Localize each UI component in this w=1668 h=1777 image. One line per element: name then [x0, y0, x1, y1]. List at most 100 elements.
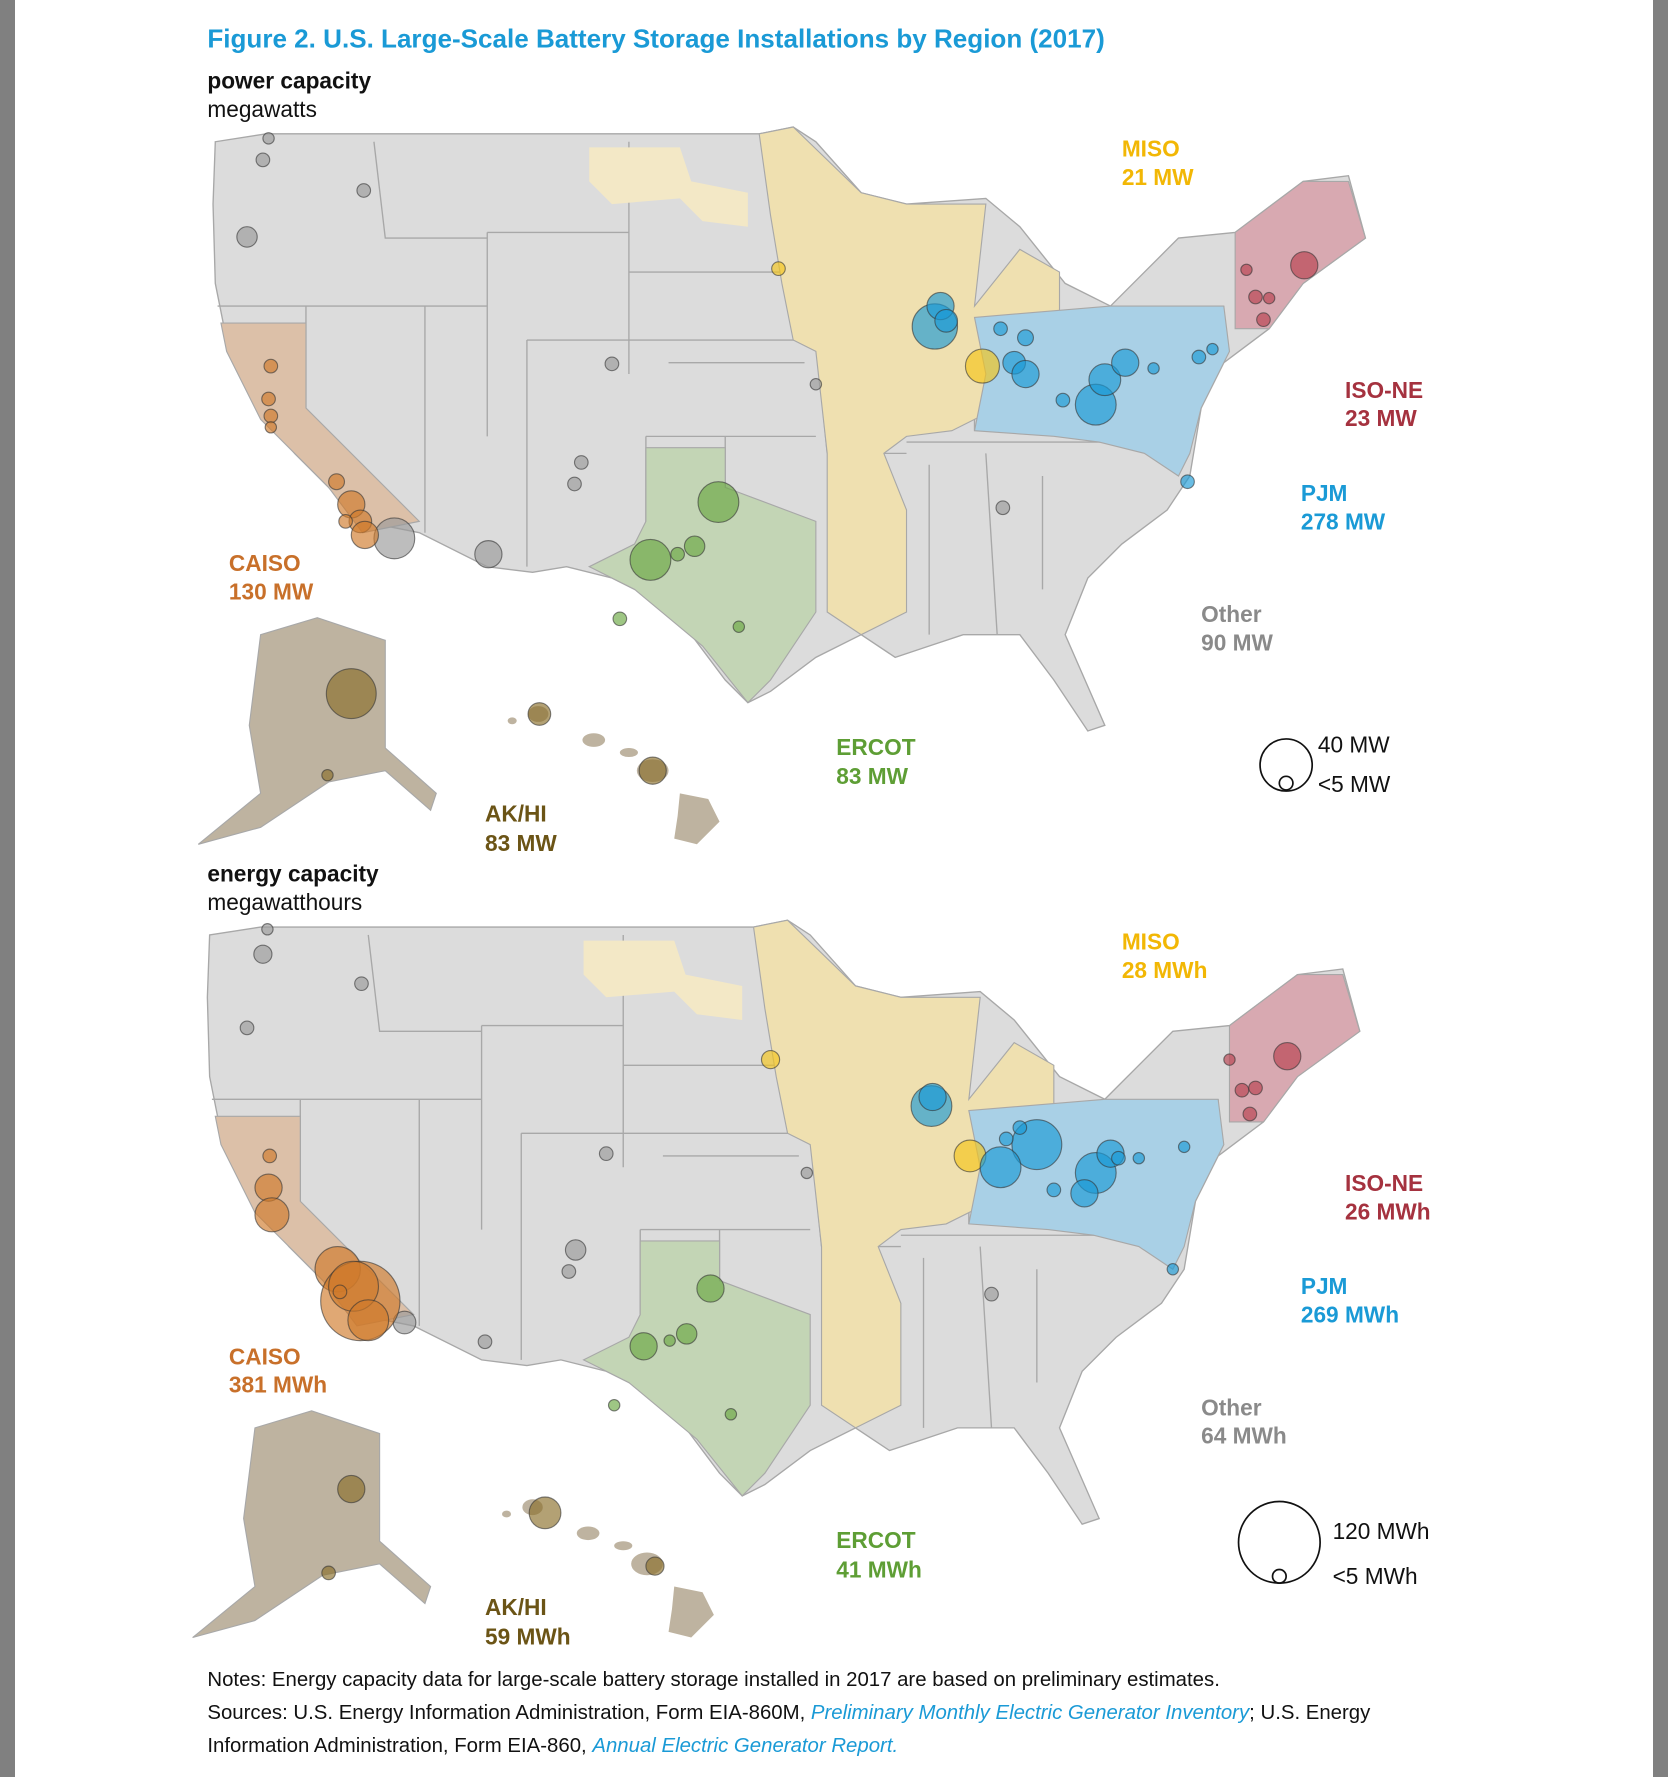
installation-bubble-other [477, 1334, 493, 1350]
source-link-eia-860[interactable]: Annual Electric Generator Report. [591, 1735, 898, 1757]
sources-mid: ; U.S. Energy [1249, 1702, 1371, 1724]
installation-bubble-akhi [337, 1474, 366, 1504]
installation-bubble-other [561, 1264, 577, 1279]
installation-bubble-pjm [1055, 392, 1071, 408]
region-value-caiso: 130 MW [229, 579, 314, 605]
legend-large-label: 40 MW [1318, 732, 1390, 758]
region-value-ercot: 83 MW [836, 763, 908, 789]
installation-bubble-ercot [629, 1332, 658, 1361]
installation-bubble-ercot [607, 1398, 621, 1412]
installation-bubble-other [567, 476, 582, 492]
installation-bubble-ercot [732, 620, 746, 633]
map-heading: power capacity [207, 67, 371, 93]
power-capacity-map: power capacity megawatts MISO 21 MW ISO-… [197, 67, 1423, 856]
installation-bubble-akhi [527, 702, 552, 726]
map-heading: energy capacity [207, 861, 379, 887]
installation-bubble-miso [771, 261, 786, 277]
installation-bubble-caiso [262, 1148, 278, 1164]
installation-bubble-other [604, 356, 620, 372]
installation-bubble-other [984, 1286, 999, 1302]
legend-small-circle [1278, 775, 1294, 791]
installation-bubble-other [239, 1020, 255, 1036]
source-link-eia-860m[interactable]: Preliminary Monthly Electric Generator I… [811, 1702, 1251, 1724]
installation-bubble-pjm [1132, 1151, 1146, 1165]
legend-small-label: <5 MWh [1333, 1563, 1418, 1589]
installation-bubble-akhi [325, 668, 377, 720]
sources-prefix: Sources: U.S. Energy Information Adminis… [207, 1702, 811, 1724]
installation-bubble-pjm [1147, 362, 1160, 375]
installation-bubble-other [598, 1146, 614, 1162]
installation-bubble-iso-ne [1248, 1080, 1263, 1096]
installation-bubble-miso [760, 1049, 781, 1070]
installation-bubble-caiso [261, 391, 276, 407]
region-value-iso-ne: 23 MW [1345, 405, 1417, 431]
installation-bubble-other [262, 132, 275, 145]
installation-bubble-pjm [1166, 1263, 1180, 1276]
installation-bubble-caiso [332, 1284, 348, 1300]
region-value-miso: 28 MWh [1122, 957, 1208, 983]
installation-bubble-caiso [328, 473, 346, 491]
region-label-miso: MISO [1122, 135, 1180, 161]
installation-bubble-pjm [1191, 349, 1207, 365]
installation-bubble-caiso [338, 513, 353, 529]
region-value-akhi: 59 MWh [485, 1623, 571, 1649]
installation-bubble-ercot [670, 546, 685, 562]
map-unit: megawatthours [207, 889, 362, 915]
installation-bubble-ercot [696, 1274, 725, 1303]
region-label-ercot: ERCOT [836, 1527, 915, 1553]
installation-bubble-pjm [934, 308, 959, 333]
installation-bubble-other [564, 1239, 587, 1261]
installation-bubble-pjm [1180, 474, 1195, 490]
installation-bubble-ercot [724, 1408, 738, 1421]
map-unit: megawatts [207, 96, 317, 122]
installation-bubble-other [809, 378, 823, 391]
installation-bubble-caiso [264, 421, 278, 434]
region-label-pjm: PJM [1301, 1273, 1348, 1299]
installation-bubble-other [573, 455, 589, 470]
installation-bubble-iso-ne [1223, 1053, 1236, 1066]
legend-large-circle [1259, 738, 1314, 792]
installation-bubble-ercot [697, 481, 740, 524]
installation-bubble-other [261, 923, 274, 936]
legend-large-circle [1237, 1500, 1321, 1584]
installation-bubble-pjm [918, 1082, 947, 1112]
installation-bubble-caiso [254, 1197, 290, 1233]
installation-bubble-iso-ne [1240, 263, 1253, 277]
region-value-iso-ne: 26 MWh [1345, 1198, 1431, 1224]
region-value-pjm: 269 MWh [1301, 1301, 1399, 1327]
region-label-iso-ne: ISO-NE [1345, 377, 1423, 403]
installation-bubble-caiso [350, 520, 380, 550]
size-legend: 40 MW <5 MW [1259, 732, 1391, 797]
installation-bubble-pjm [993, 321, 1008, 337]
installation-bubble-pjm [1177, 1140, 1191, 1154]
installation-bubble-other [474, 540, 503, 569]
legend-small-label: <5 MW [1318, 771, 1391, 797]
installation-bubble-iso-ne [1273, 1042, 1302, 1071]
installation-bubble-pjm [1088, 363, 1122, 397]
installation-bubble-iso-ne [1290, 251, 1319, 280]
installation-bubble-caiso [347, 1299, 390, 1342]
installation-bubble-miso [964, 348, 1001, 384]
installation-bubble-iso-ne [1256, 312, 1271, 328]
region-label-ercot: ERCOT [836, 734, 915, 760]
region-value-other: 90 MW [1201, 630, 1273, 656]
installation-bubble-akhi [321, 1565, 336, 1581]
region-value-other: 64 MWh [1201, 1423, 1287, 1449]
installation-bubble-other [356, 183, 372, 198]
installation-bubble-akhi [528, 1496, 562, 1530]
region-label-pjm: PJM [1301, 480, 1348, 506]
bubble-layer [236, 132, 1319, 785]
installation-bubble-pjm [998, 1131, 1014, 1147]
notes: Notes: Energy capacity data for large-sc… [207, 1669, 1371, 1757]
region-label-iso-ne: ISO-NE [1345, 1170, 1423, 1196]
installation-bubble-pjm [1111, 1150, 1126, 1166]
installation-bubble-pjm [1206, 342, 1219, 356]
installation-bubble-pjm [1070, 1179, 1099, 1208]
sources-line-2: Information Administration, Form EIA-860… [207, 1735, 898, 1757]
installation-bubble-akhi [645, 1556, 665, 1576]
installation-bubble-caiso [263, 408, 279, 424]
legend-large-label: 120 MWh [1333, 1518, 1430, 1544]
installation-bubble-pjm [1046, 1182, 1062, 1198]
region-value-miso: 21 MW [1122, 164, 1194, 190]
